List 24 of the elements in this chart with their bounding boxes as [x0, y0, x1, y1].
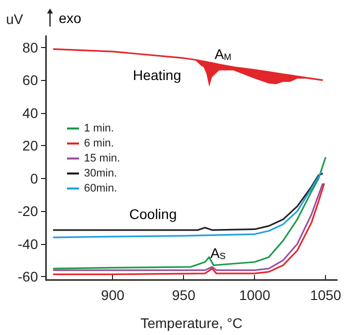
- y-tick-label: 60: [22, 72, 38, 88]
- x-axis-title: Temperature, °C: [140, 315, 243, 331]
- legend-label: 1 min.: [84, 122, 114, 134]
- y-tick-label: 20: [22, 138, 38, 154]
- x-tick-label: 900: [101, 287, 125, 303]
- legend-label: 15 min.: [84, 152, 120, 164]
- x-tick-label: 1000: [239, 287, 270, 303]
- annotation: Cooling: [129, 206, 177, 222]
- y-tick-label: 40: [22, 104, 38, 121]
- annotation: AS: [210, 245, 226, 261]
- y-tick-label: -40: [18, 236, 38, 252]
- x-tick-label: 1050: [310, 287, 342, 303]
- text: exo: [58, 10, 82, 26]
- y-tick-label: 80: [22, 39, 38, 56]
- legend-label: 60min.: [84, 182, 118, 194]
- y-tick-label: -20: [18, 203, 38, 220]
- y-tick-label: 0: [30, 170, 38, 186]
- legend-label: 30min.: [84, 168, 118, 180]
- annotation: AM: [214, 46, 232, 62]
- annotation: Heating: [132, 67, 182, 83]
- x-tick-label: 950: [172, 287, 196, 303]
- y-axis-title: uV: [6, 11, 24, 27]
- legend-label: 6 min.: [84, 138, 114, 150]
- y-tick-label: -60: [18, 268, 38, 285]
